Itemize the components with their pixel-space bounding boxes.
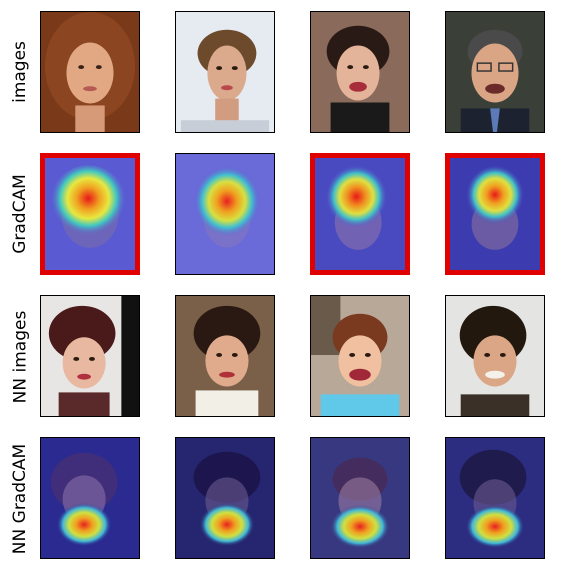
row-label-nn-images: NN images — [10, 310, 30, 404]
nn-image-cell — [175, 295, 275, 417]
nn-gradcam-heatmap — [176, 438, 274, 558]
gradcam-cell — [310, 153, 410, 275]
nn-gradcam-cell — [40, 437, 140, 559]
nn-gradcam-heatmap — [446, 438, 544, 558]
row-label-gradcam: GradCAM — [10, 174, 31, 254]
gradcam-heatmap — [45, 158, 135, 270]
nn-gradcam-cell — [310, 437, 410, 559]
face-photo — [176, 296, 274, 416]
gradcam-heatmap — [450, 158, 540, 270]
face-photo — [176, 12, 274, 132]
nn-image-cell — [40, 295, 140, 417]
gradcam-cell — [445, 153, 545, 275]
gradcam-cell — [175, 153, 275, 275]
face-photo — [41, 12, 139, 132]
nn-image-cell — [445, 295, 545, 417]
image-cell — [175, 11, 275, 133]
face-photo — [446, 296, 544, 416]
face-photo — [311, 12, 409, 132]
nn-gradcam-heatmap — [311, 438, 409, 558]
face-photo — [446, 12, 544, 132]
row-label-images: images — [10, 41, 30, 103]
nn-gradcam-cell — [445, 437, 545, 559]
gradcam-heatmap — [176, 154, 274, 274]
gradcam-heatmap — [315, 158, 405, 270]
nn-gradcam-cell — [175, 437, 275, 559]
face-photo — [41, 296, 139, 416]
image-cell — [40, 11, 140, 133]
row-label-nn-gradcam: NN GradCAM — [10, 443, 31, 555]
nn-image-cell — [310, 295, 410, 417]
image-cell — [310, 11, 410, 133]
nn-gradcam-heatmap — [41, 438, 139, 558]
face-photo — [311, 296, 409, 416]
gradcam-cell — [40, 153, 140, 275]
image-cell — [445, 11, 545, 133]
